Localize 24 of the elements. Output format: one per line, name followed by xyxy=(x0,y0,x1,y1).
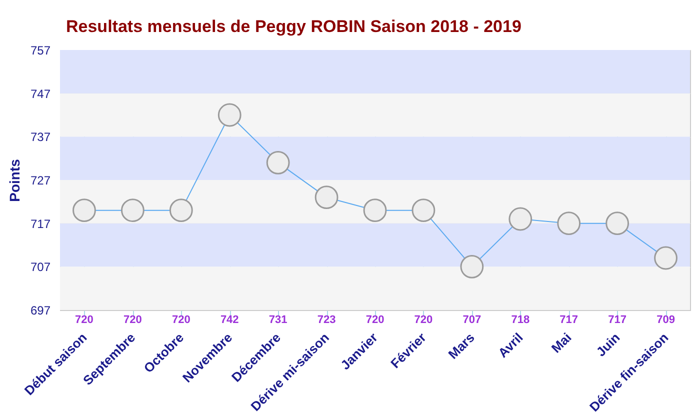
data-label: 707 xyxy=(462,314,482,326)
data-label: 742 xyxy=(220,314,239,326)
data-label: 718 xyxy=(511,314,530,326)
data-label: 720 xyxy=(75,314,94,326)
x-tick-label: Mai xyxy=(548,330,574,356)
data-label: 720 xyxy=(366,314,384,326)
data-label: 723 xyxy=(317,314,336,326)
y-tick-label: 757 xyxy=(30,44,51,58)
chart-title: Resultats mensuels de Peggy ROBIN Saison 2018 - 2019 xyxy=(66,17,522,36)
y-tick-label: 697 xyxy=(30,304,51,318)
y-tick-label: 707 xyxy=(30,260,51,274)
data-label: 717 xyxy=(560,314,578,326)
y-axis-title: Points xyxy=(6,158,22,202)
data-label: 717 xyxy=(608,314,626,326)
y-tick-label: 737 xyxy=(30,130,51,144)
y-tick-label: 717 xyxy=(30,216,51,231)
data-label: 720 xyxy=(172,314,190,326)
data-label: 731 xyxy=(268,314,288,326)
data-label: 720 xyxy=(414,314,433,326)
x-tick-label: Juin xyxy=(593,330,623,360)
data-label: 720 xyxy=(124,314,142,326)
y-tick-label: 747 xyxy=(30,86,51,101)
y-tick-label: 727 xyxy=(30,174,51,188)
data-label: 709 xyxy=(656,314,675,326)
